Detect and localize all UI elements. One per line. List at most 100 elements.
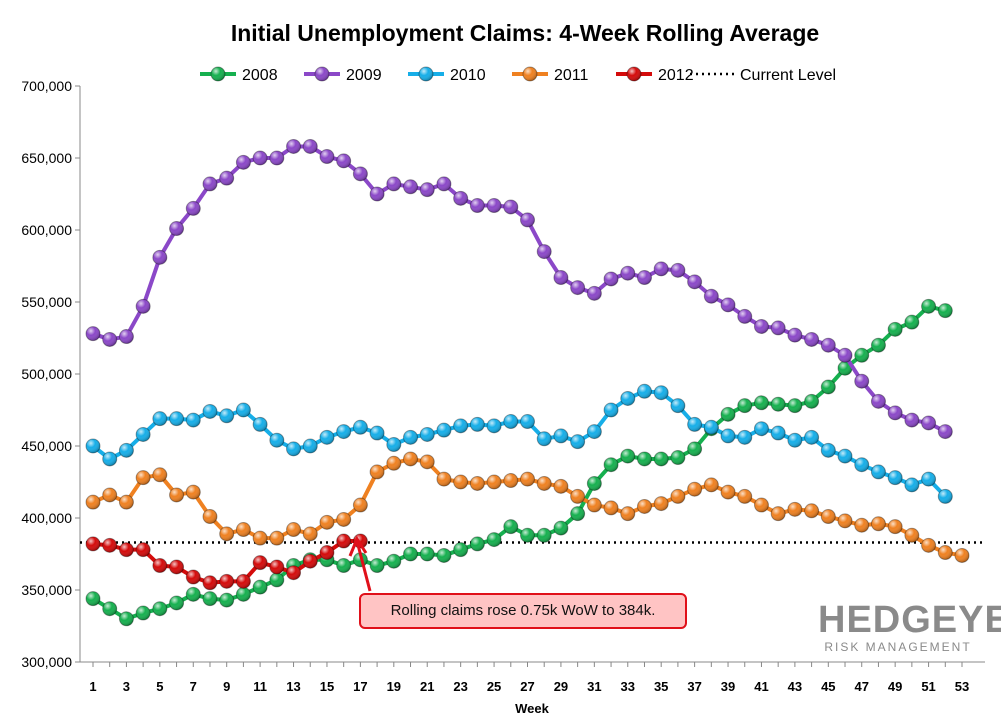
data-point-shine (687, 482, 702, 497)
data-point-shine (403, 547, 418, 561)
legend-label: Current Level (740, 67, 836, 84)
data-point-shine (119, 611, 134, 626)
annotation-callout: Rolling claims rose 0.75k WoW to 384k. (359, 593, 687, 629)
x-tick-label: 33 (621, 679, 635, 694)
data-point-shine (938, 545, 953, 560)
data-point-shine (921, 472, 936, 487)
legend-label: 2011 (554, 67, 589, 84)
data-point-shine (921, 538, 936, 553)
x-tick-label: 9 (223, 679, 230, 694)
data-point-shine (888, 519, 903, 534)
data-point-shine (520, 528, 535, 543)
x-tick-label: 21 (420, 679, 434, 694)
data-point-shine (553, 270, 568, 285)
logo-tagline: RISK MANAGEMENT (824, 640, 972, 654)
data-point-shine (386, 554, 401, 569)
data-point-shine (269, 433, 284, 448)
legend-item-2011: 2011 (512, 66, 589, 84)
x-tick-label: 31 (587, 679, 601, 694)
data-point-shine (202, 575, 217, 590)
data-point-shine (871, 516, 886, 531)
series-2011 (85, 451, 970, 563)
data-point-shine (904, 528, 919, 543)
legend-label: 2010 (450, 67, 486, 84)
x-tick-label: 51 (921, 679, 935, 694)
data-point-shine (186, 485, 201, 500)
data-point-shine (587, 286, 602, 301)
x-tick-label: 7 (190, 679, 197, 694)
data-point-shine (871, 338, 886, 353)
y-tick-label: 700,000 (21, 78, 72, 94)
data-point-shine (136, 299, 151, 314)
data-point-shine (420, 427, 435, 442)
data-point-shine (487, 418, 502, 433)
data-point-shine (771, 320, 786, 335)
data-point-shine (620, 506, 635, 521)
x-tick-label: 29 (554, 679, 568, 694)
data-point-shine (854, 374, 869, 389)
data-point-shine (370, 426, 385, 441)
data-point-shine (804, 503, 819, 518)
data-point-shine (637, 499, 652, 514)
data-point-shine (553, 521, 568, 536)
data-point-shine (420, 547, 435, 561)
x-axis-label: Week (515, 701, 549, 716)
data-point-shine (102, 601, 117, 616)
data-point-shine (403, 430, 418, 445)
data-point-shine (520, 212, 535, 227)
data-point-shine (319, 515, 334, 530)
data-point-shine (436, 423, 451, 438)
data-point-shine (687, 441, 702, 456)
data-point-shine (169, 559, 184, 574)
data-point-shine (269, 531, 284, 546)
y-tick-label: 400,000 (21, 510, 72, 526)
legend: 2008 2009 2010 2011 2012 Current Level (200, 66, 836, 84)
data-point-shine (253, 580, 268, 595)
data-point-shine (754, 395, 769, 410)
data-point-shine (587, 498, 602, 513)
series-line-2009 (92, 144, 947, 434)
data-point-shine (119, 495, 134, 510)
data-point-shine (787, 502, 802, 517)
data-point-shine (219, 171, 234, 186)
data-point-shine (670, 263, 685, 278)
data-point-shine (787, 328, 802, 343)
x-tick-label: 1 (89, 679, 96, 694)
data-point-shine (319, 545, 334, 560)
data-point-shine (86, 326, 100, 341)
data-point-shine (386, 437, 401, 452)
data-point-shine (470, 476, 485, 491)
data-point-shine (821, 338, 836, 353)
data-point-shine (470, 198, 485, 213)
data-point-shine (503, 473, 518, 488)
data-point-shine (386, 176, 401, 191)
data-point-shine (904, 477, 919, 492)
data-point-shine (219, 574, 234, 589)
x-tick-label: 19 (387, 679, 401, 694)
data-point-shine (86, 536, 100, 551)
data-point-shine (269, 572, 284, 587)
data-point-shine (303, 139, 318, 154)
data-point-shine (821, 379, 836, 394)
data-point-shine (771, 426, 786, 441)
legend-marker-shine (211, 67, 225, 81)
data-point-shine (152, 467, 167, 482)
data-point-shine (286, 522, 301, 537)
data-point-shine (654, 451, 669, 466)
legend-marker-shine (315, 67, 329, 81)
data-point-shine (888, 470, 903, 485)
data-point-shine (152, 558, 167, 573)
x-tick-label: 17 (353, 679, 367, 694)
data-point-shine (136, 542, 151, 557)
data-point-shine (487, 198, 502, 213)
data-point-shine (587, 476, 602, 491)
data-point-shine (754, 319, 769, 334)
data-point-shine (119, 542, 134, 557)
data-point-shine (136, 470, 151, 485)
data-point-shine (604, 271, 619, 286)
data-point-shine (804, 394, 819, 409)
x-tick-label: 25 (487, 679, 501, 694)
legend-label: 2008 (242, 67, 278, 84)
data-point-shine (253, 531, 268, 546)
